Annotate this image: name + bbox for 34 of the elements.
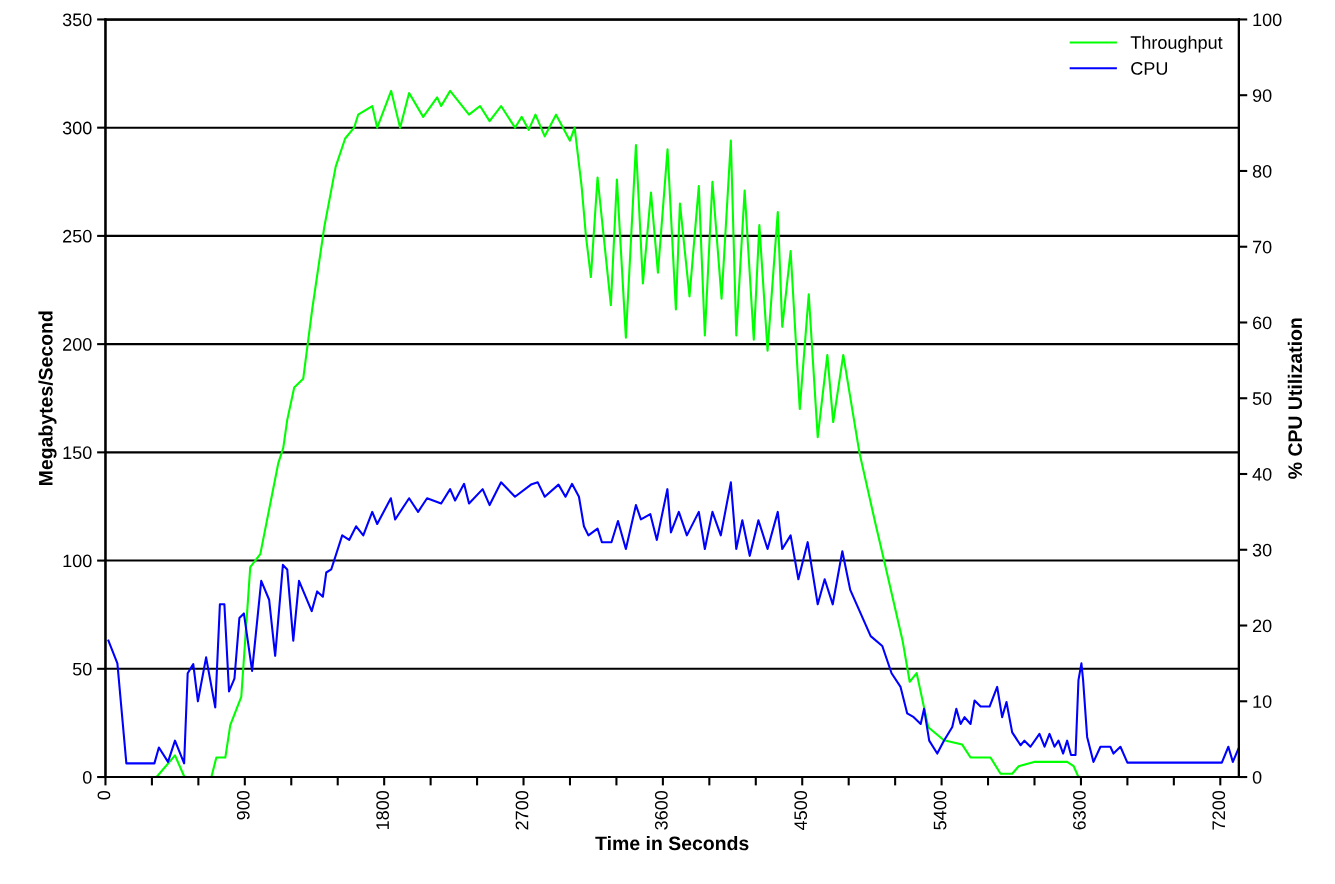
legend-label: CPU xyxy=(1131,62,1168,75)
y-tick-label: 250 xyxy=(63,229,92,243)
x-tick-label: 6300 xyxy=(1073,790,1086,830)
x-tick-label: 0 xyxy=(97,790,111,800)
y-tick-label: 150 xyxy=(63,446,92,460)
y-tick-label: 100 xyxy=(63,554,92,568)
x-tick-label: 900 xyxy=(236,790,250,820)
y2-tick-label: 40 xyxy=(1252,467,1272,481)
x-tick-label: 7200 xyxy=(1212,790,1226,830)
y-tick-label: 0 xyxy=(82,770,92,784)
legend-label: Throughput xyxy=(1130,35,1223,53)
x-axis-title: Time in Seconds xyxy=(595,835,749,851)
y2-tick-label: 10 xyxy=(1253,695,1272,708)
y2-tick-label: 70 xyxy=(1253,240,1272,254)
y-tick-label: 50 xyxy=(72,662,92,676)
y2-tick-label: 60 xyxy=(1252,316,1272,330)
y-tick-label: 350 xyxy=(62,13,92,27)
y2-tick-label: 100 xyxy=(1253,13,1282,27)
y2-tick-label: 80 xyxy=(1252,164,1272,178)
x-tick-label: 4500 xyxy=(794,790,808,830)
x-tick-label: 3600 xyxy=(654,790,668,830)
y2-tick-label: 90 xyxy=(1252,89,1272,102)
y2-tick-label: 30 xyxy=(1252,543,1272,557)
line-series xyxy=(155,89,1080,778)
y-axis-title: Megabytes/Second xyxy=(38,311,57,485)
y2-axis-title: % CPU Utilization xyxy=(1287,318,1303,479)
x-tick-label: 2700 xyxy=(515,790,529,830)
x-tick-label: 5400 xyxy=(933,790,947,830)
y-tick-label: 200 xyxy=(63,338,92,351)
y2-tick-label: 50 xyxy=(1252,392,1272,405)
x-tick-label: 1800 xyxy=(376,790,390,830)
y-tick-label: 300 xyxy=(62,121,92,135)
y2-tick-label: 20 xyxy=(1252,619,1272,633)
y2-tick-label: 0 xyxy=(1252,770,1262,784)
